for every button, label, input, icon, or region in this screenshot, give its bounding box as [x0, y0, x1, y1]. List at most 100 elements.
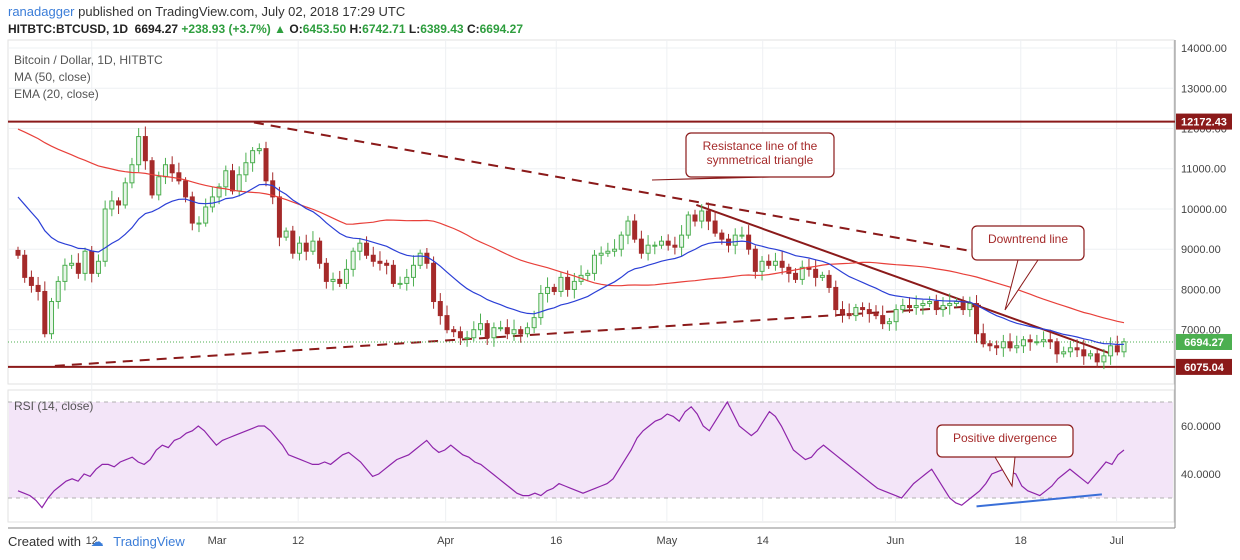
candle-body [766, 260, 772, 266]
candle-body [1041, 339, 1047, 343]
close-label: C: [466, 22, 480, 36]
triangle-support-line [54, 304, 984, 367]
time-tick-label: Apr [437, 535, 454, 547]
candle-body [303, 242, 309, 252]
publish-info: ranadagger published on TradingView.com,… [8, 4, 405, 19]
candle-body [712, 220, 718, 234]
candle-body [384, 262, 390, 266]
downtrend-annotation-box [971, 225, 1085, 261]
chart-title: Bitcoin / Dollar, 1D, HITBTC [14, 53, 163, 67]
author-link[interactable]: ranadagger [8, 4, 75, 19]
last-price-badge [1176, 333, 1232, 350]
candle-body [545, 286, 551, 294]
candle-body [679, 234, 685, 248]
candle-body [645, 244, 651, 254]
candle-body [95, 260, 101, 274]
candle-body [551, 286, 557, 292]
open-label: O: [289, 22, 303, 36]
candle-body [732, 234, 738, 246]
candle-body [35, 284, 41, 292]
candle-body [370, 254, 376, 262]
candle-body [49, 301, 55, 335]
candle-body [591, 254, 597, 274]
candle-body [1094, 353, 1100, 363]
candle-body [772, 260, 778, 266]
candle-body [364, 242, 370, 256]
price-change: +238.93 (+3.7%) [181, 22, 271, 36]
divergence-annotation-text: Positive divergence [953, 431, 1057, 445]
candle-body [270, 180, 276, 198]
candle-body [658, 240, 664, 246]
candle-body [967, 303, 973, 311]
candle-body [62, 264, 68, 282]
candle-body [531, 317, 537, 329]
price-tick-label: 7000.00 [1181, 325, 1221, 337]
candle-body [444, 315, 450, 331]
downtrend-annotation-pointer [1004, 259, 1039, 311]
candle-body [196, 222, 202, 225]
candle-body [652, 244, 658, 247]
candle-body [310, 240, 316, 252]
candle-body [162, 164, 168, 178]
candle-body [940, 305, 946, 311]
candle-body [1061, 351, 1067, 355]
tradingview-logo-icon: ☁ [90, 534, 104, 549]
time-tick-label: 14 [757, 535, 769, 547]
last-price-label: 6694.27 [1184, 337, 1224, 349]
candle-body [189, 196, 195, 224]
candle-body [75, 262, 81, 274]
candle-body [437, 301, 443, 317]
candlestick-series [15, 126, 1127, 370]
rsi-pane-frame [7, 389, 1175, 523]
candle-body [209, 196, 215, 208]
candle-body [873, 313, 879, 317]
candle-body [947, 303, 953, 307]
candle-body [705, 210, 711, 222]
price-tick-label: 14000.00 [1181, 43, 1227, 55]
moving-averages [17, 128, 1125, 346]
candle-body [585, 272, 591, 276]
candle-body [330, 278, 336, 282]
candle-body [565, 276, 571, 290]
candle-body [920, 303, 926, 307]
candle-body [343, 268, 349, 284]
publish-text: published on TradingView.com, July 02, 2… [78, 4, 406, 19]
candle-body [283, 230, 289, 238]
candle-body [813, 268, 819, 278]
candle-body [779, 260, 785, 268]
resistance-annotation-text: symmetrical triangle [707, 153, 814, 167]
candle-body [350, 250, 356, 270]
candle-body [82, 250, 88, 274]
candle-body [176, 172, 182, 182]
candle-body [638, 238, 644, 254]
last-price: 6694.27 [134, 22, 179, 36]
tradingview-link[interactable]: TradingView [113, 534, 185, 549]
price-pane-frame [7, 39, 1175, 385]
candle-body [223, 170, 229, 188]
time-tick-label: 12 [86, 535, 98, 547]
candle-body [819, 274, 825, 278]
candle-body [538, 292, 544, 319]
candle-body [672, 244, 678, 248]
candle-body [1014, 345, 1020, 349]
candle-body [1114, 345, 1120, 353]
candle-body [250, 150, 256, 164]
candle-body [1020, 339, 1026, 347]
candle-body [719, 232, 725, 240]
divergence-trend-line [976, 493, 1102, 508]
candle-body [826, 274, 832, 288]
candle-body [860, 307, 866, 311]
rsi-tick-label: 60.0000 [1181, 421, 1221, 433]
level-price-badge [1176, 358, 1232, 375]
candle-body [431, 262, 437, 303]
candle-body [665, 240, 671, 246]
candle-body [927, 301, 933, 305]
candle-body [793, 272, 799, 280]
candle-body [846, 313, 852, 317]
candle-body [1087, 353, 1093, 357]
candle-body [692, 214, 698, 222]
candle-body [558, 276, 564, 292]
change-arrow-icon: ▲ [274, 22, 287, 36]
